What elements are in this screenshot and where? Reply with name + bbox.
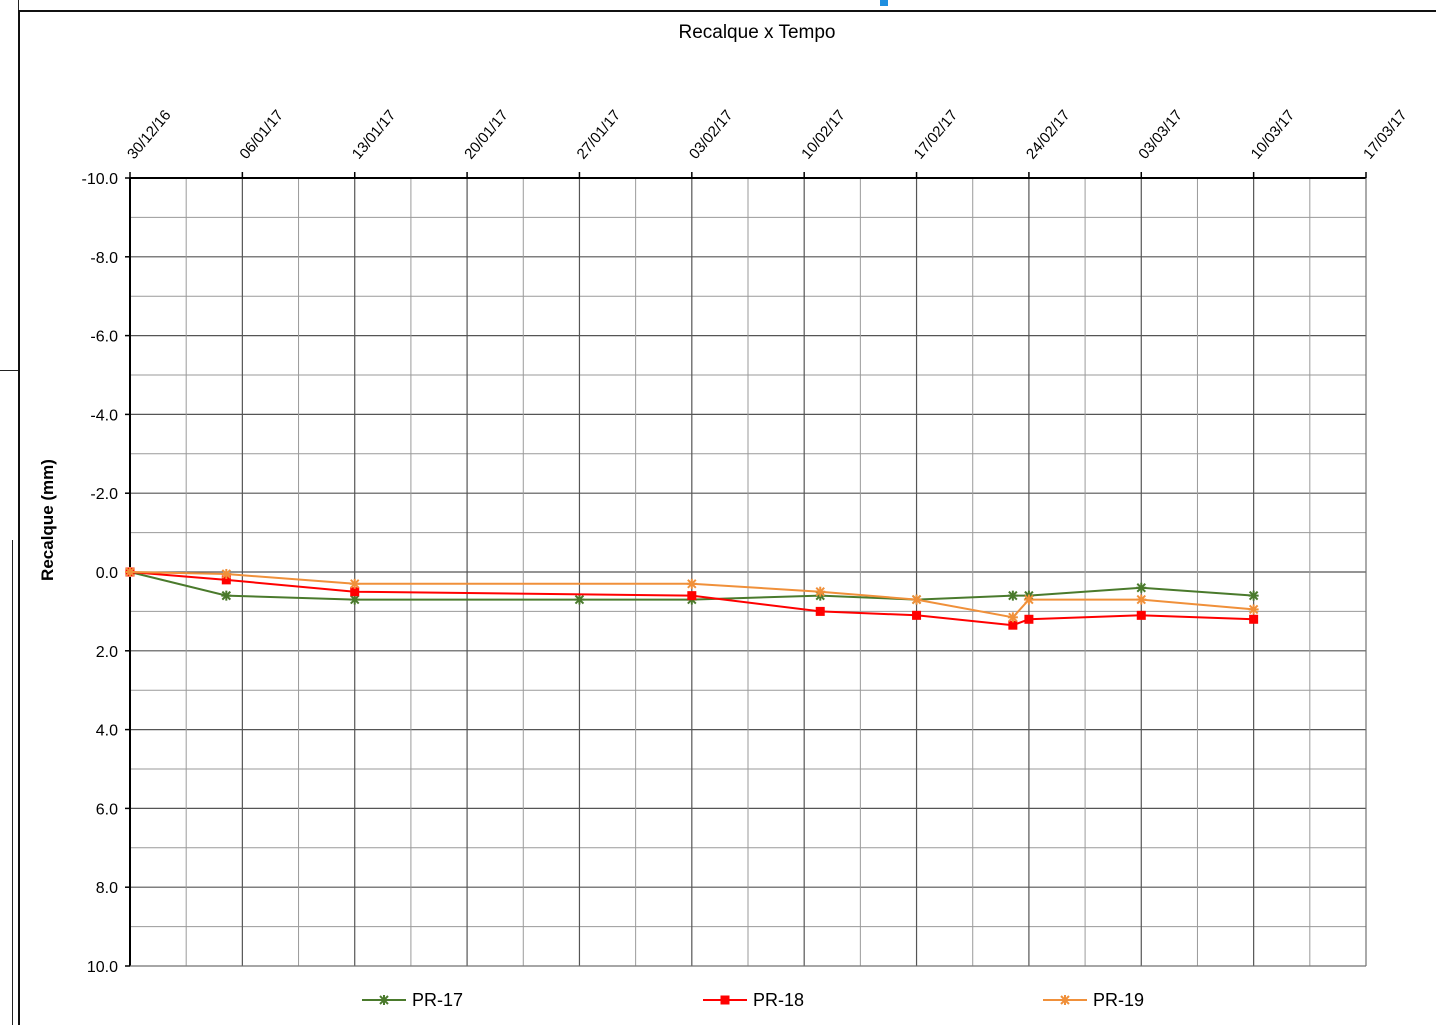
data-point-pr-18 [815,606,825,616]
background-window-divider [0,370,18,371]
data-point-pr-17 [1136,582,1147,593]
y-axis-label: Recalque (mm) [38,459,57,581]
data-point-pr-18 [350,587,360,597]
legend-label-pr-19: PR-19 [1093,990,1144,1010]
data-point-pr-19 [1248,604,1259,615]
data-point-pr-18 [1136,610,1146,620]
y-tick-label: 6.0 [96,801,118,818]
x-tick-label: 20/01/17 [461,107,512,163]
legend-item-pr-17[interactable]: PR-17 [362,990,463,1010]
y-tick-label: 0.0 [96,565,118,582]
legend-marker-pr-19 [1060,995,1070,1005]
x-tick-label: 03/02/17 [686,107,737,163]
legend-marker-pr-17 [379,995,389,1005]
x-tick-label: 03/03/17 [1135,107,1186,163]
data-point-pr-19 [221,568,232,579]
x-tick-label: 06/01/17 [236,107,287,163]
y-tick-label: -2.0 [90,486,118,503]
chart-title: Recalque x Tempo [678,22,835,43]
legend-marker-pr-18 [720,995,730,1005]
legend-item-pr-18[interactable]: PR-18 [703,990,804,1010]
data-point-pr-19 [349,578,360,589]
x-tick-label: 10/02/17 [798,107,849,163]
legend-item-pr-19[interactable]: PR-19 [1043,990,1144,1010]
data-point-pr-18 [1024,614,1034,624]
data-point-pr-17 [574,594,585,605]
plot-grid [125,172,1367,967]
y-tick-label: -10.0 [82,171,119,188]
x-tick-label: 13/01/17 [349,107,400,163]
data-point-pr-17 [221,590,232,601]
legend[interactable]: PR-17 PR-18 PR-19 [362,990,1144,1010]
data-point-pr-19 [1007,612,1018,623]
x-tick-label: 30/12/16 [124,107,175,163]
data-point-pr-19 [125,567,135,577]
x-tick-label: 10/03/17 [1248,107,1299,163]
chart-area[interactable] [18,10,1436,1025]
series-line-pr-18 [129,571,1254,627]
legend-label-pr-17: PR-17 [412,990,463,1010]
data-point-pr-17 [1248,590,1259,601]
y-tick-label: -8.0 [90,250,118,267]
y-tick-labels: -10.0 -8.0 -6.0 -4.0 -2.0 0.0 2.0 4.0 6.0 8.0 10.0 [82,171,119,976]
data-point-pr-18 [687,591,697,601]
data-point-pr-17 [1007,590,1018,601]
series-line-pr-19 [129,571,1254,619]
x-tick-label: 17/02/17 [911,107,962,163]
y-tick-label: 2.0 [96,644,118,661]
y-tick-label: -6.0 [90,329,118,346]
background-accent-mark [880,0,888,6]
data-point-pr-18 [912,610,922,620]
data-point-pr-19 [815,586,826,597]
x-tick-label: 17/03/17 [1360,107,1411,163]
y-tick-label: 10.0 [87,959,118,976]
data-point-pr-19 [1023,594,1034,605]
x-tick-label: 27/01/17 [573,107,624,163]
x-tick-labels: 30/12/16 06/01/17 13/01/17 20/01/17 27/01/17… [124,107,1411,163]
data-point-pr-19 [1136,594,1147,605]
x-tick-label: 24/02/17 [1023,107,1074,163]
data-point-pr-18 [1008,620,1018,630]
data-point-pr-17 [349,594,360,605]
y-tick-label: 4.0 [96,723,118,740]
background-sheet-edge [0,540,13,1025]
data-point-pr-18 [221,575,231,585]
data-point-pr-19 [686,578,697,589]
data-series [125,567,1259,630]
y-tick-label: -4.0 [90,407,118,424]
data-point-pr-18 [1249,614,1259,624]
legend-label-pr-18: PR-18 [753,990,804,1010]
data-point-pr-19 [911,594,922,605]
y-tick-label: 8.0 [96,880,118,897]
